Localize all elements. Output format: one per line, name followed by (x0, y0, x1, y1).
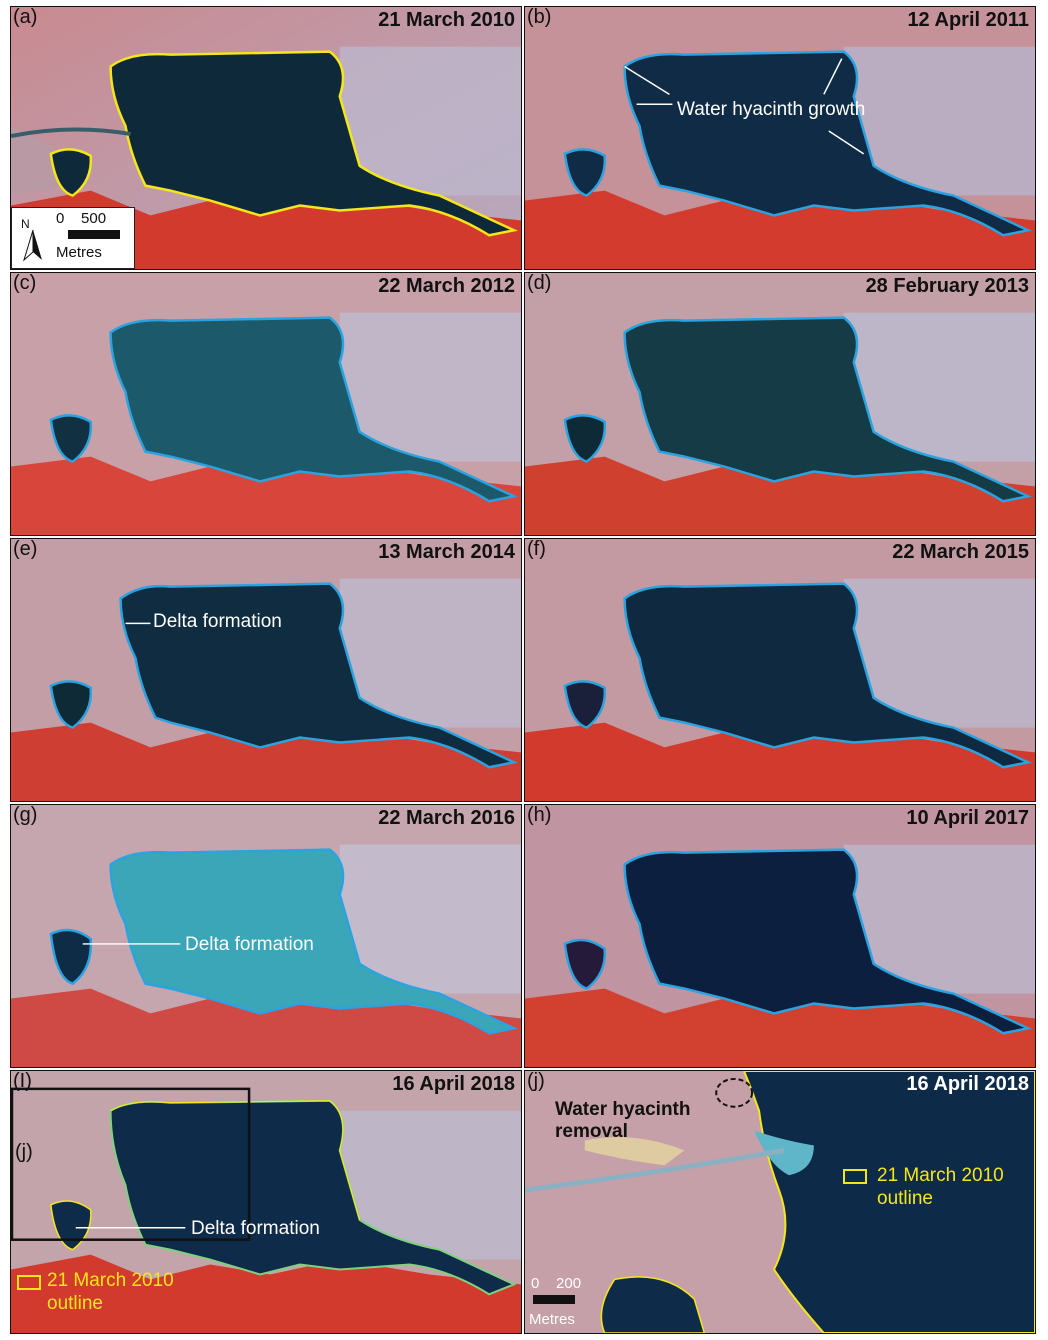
scale-bar-graphic (68, 230, 120, 239)
panel-a: (a) 21 March 2010 N 0 500 Metres (10, 6, 522, 270)
panel-date: 28 February 2013 (865, 275, 1029, 297)
satellite-scene-f (525, 539, 1035, 801)
north-label: N (21, 217, 30, 231)
annotation-water-hyacinth-removal-line2: removal (555, 1121, 628, 1142)
panel-label: (h) (527, 804, 552, 826)
satellite-scene-j (525, 1071, 1035, 1333)
annotation-water-hyacinth-removal-line1: Water hyacinth (555, 1099, 691, 1120)
scale-unit: Metres (529, 1311, 575, 1328)
legend-label-line2: outline (877, 1188, 933, 1209)
panel-label: (j) (527, 1070, 545, 1092)
panel-date: 22 March 2015 (892, 541, 1029, 563)
panel-date: 16 April 2018 (906, 1073, 1029, 1095)
panel-date: 10 April 2017 (906, 807, 1029, 829)
scale-ticks: 0 200 (531, 1275, 582, 1292)
panel-label: (a) (13, 6, 38, 28)
inset-label: (j) (15, 1141, 33, 1163)
panel-date: 13 March 2014 (378, 541, 515, 563)
panel-label: (c) (13, 272, 37, 294)
panel-date: 22 March 2016 (378, 807, 515, 829)
annotation-delta-formation: Delta formation (153, 611, 282, 632)
panel-date: 22 March 2012 (378, 275, 515, 297)
satellite-scene-e (11, 539, 521, 801)
scale-ticks: 0 500 (56, 210, 107, 227)
panel-label: (I) (13, 1070, 32, 1092)
satellite-scene-b (525, 7, 1035, 269)
panel-label: (b) (527, 6, 552, 28)
panel-date: 16 April 2018 (392, 1073, 515, 1095)
panel-h: (h) 10 April 2017 (524, 804, 1036, 1068)
panel-f: (f) 22 March 2015 (524, 538, 1036, 802)
legend-label-line1: 21 March 2010 (877, 1165, 1004, 1186)
satellite-scene-g (11, 805, 521, 1067)
panel-label: (g) (13, 804, 38, 826)
legend-swatch (17, 1275, 41, 1290)
satellite-scene-d (525, 273, 1035, 535)
north-arrow-icon: N (21, 217, 42, 262)
panel-c: (c) 22 March 2012 (10, 272, 522, 536)
satellite-scene-h (525, 805, 1035, 1067)
panel-label: (d) (527, 272, 552, 294)
panel-e: (e) 13 March 2014 Delta formation (10, 538, 522, 802)
panel-d: (d) 28 February 2013 (524, 272, 1036, 536)
panel-label: (f) (527, 538, 546, 560)
annotation-water-hyacinth-growth: Water hyacinth growth (677, 99, 866, 120)
panel-label: (e) (13, 538, 38, 560)
panel-j: (j) 16 April 2018 Water hyacinth removal… (524, 1070, 1036, 1334)
panel-i: (I) 16 April 2018 (j) Delta formation 21… (10, 1070, 522, 1334)
panel-g: (g) 22 March 2016 Delta formation (10, 804, 522, 1068)
panel-date: 12 April 2011 (907, 9, 1029, 31)
legend-label-line2: outline (47, 1293, 103, 1314)
scale-unit: Metres (56, 244, 102, 261)
legend-label-line1: 21 March 2010 (47, 1270, 174, 1291)
satellite-scene-i (11, 1071, 521, 1333)
annotation-delta-formation: Delta formation (191, 1218, 320, 1239)
figure-grid: (a) 21 March 2010 N 0 500 Metres (b) (10, 6, 1038, 1334)
scale-bar-graphic (533, 1295, 575, 1304)
satellite-scene-c (11, 273, 521, 535)
legend-swatch (843, 1169, 867, 1184)
annotation-delta-formation: Delta formation (185, 934, 314, 955)
scale-bar: N 0 500 Metres (11, 207, 135, 269)
panel-date: 21 March 2010 (378, 9, 515, 31)
panel-b: (b) 12 April 2011 Water hyacinth growth (524, 6, 1036, 270)
